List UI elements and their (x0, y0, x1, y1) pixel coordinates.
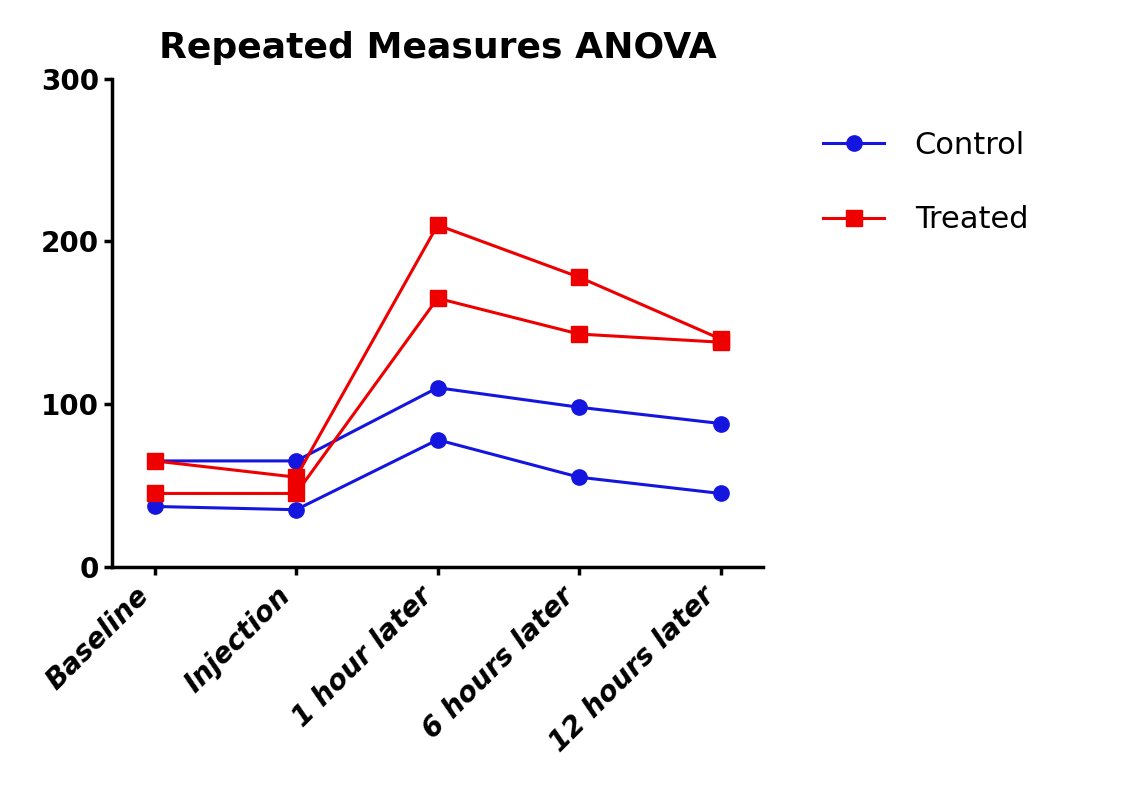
Title: Repeated Measures ANOVA: Repeated Measures ANOVA (158, 31, 717, 65)
Legend: Control, Treated: Control, Treated (811, 118, 1040, 246)
